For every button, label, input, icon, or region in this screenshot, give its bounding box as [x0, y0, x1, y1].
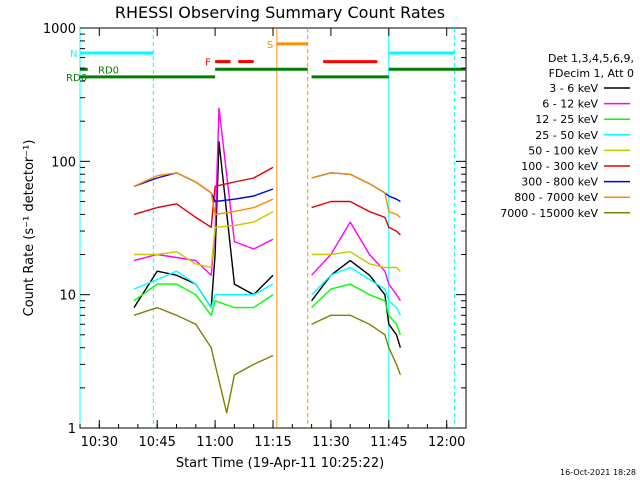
footer-date: 16-Oct-2021 18:28	[560, 468, 636, 477]
state-bar-label-f: F	[205, 58, 211, 69]
series-line-50-100-kev-1	[311, 250, 401, 272]
state-bar-label-rd6: RD6	[66, 73, 87, 84]
plot-frame	[79, 27, 467, 429]
y-tick-label-1: 1	[68, 422, 76, 437]
series-line-25-50-kev-1	[311, 266, 402, 316]
x-tick-label-10-45: 10:45	[138, 435, 175, 450]
legend-label-300-800-kev: 300 - 800 keV	[521, 176, 598, 189]
series-line-800-7000-kev-0	[133, 172, 274, 216]
series-line-3-6-kev-1	[311, 259, 402, 348]
x-tick-label-11-30: 11:30	[312, 435, 349, 450]
x-tick-label-10-30: 10:30	[81, 435, 118, 450]
legend-header-line-1: FDecim 1, Att 0	[549, 67, 634, 80]
legend-label-100-300-kev: 100 - 300 keV	[521, 160, 598, 173]
series-line-6-12-kev-0	[133, 107, 274, 276]
legend-label-12-25-kev: 12 - 25 keV	[535, 113, 598, 126]
x-tick-label-11-45: 11:45	[370, 435, 407, 450]
legend-header-line-0: Det 1,3,4,5,6,9,	[548, 52, 634, 65]
series-line-50-100-kev-0	[134, 210, 274, 269]
series-line-6-12-kev-1	[311, 221, 401, 302]
y-axis: 1 10 100 1000	[43, 22, 466, 437]
legend-label-3-6-kev: 3 - 6 keV	[549, 82, 598, 95]
legend-label-800-7000-kev: 800 - 7000 keV	[514, 191, 598, 204]
x-tick-label-11-00: 11:00	[196, 435, 233, 450]
series-line-800-7000-kev-1	[311, 172, 401, 218]
series-line-100-300-kev-0	[133, 166, 274, 229]
x-tick-label-11-15: 11:15	[254, 435, 291, 450]
chart-title: RHESSI Observing Summary Count Rates	[115, 3, 445, 22]
series-line-7000-15000-kev-0	[133, 306, 274, 414]
x-axis-label: Start Time (19-Apr-11 10:25:22)	[176, 456, 384, 471]
series-line-100-300-kev-1	[311, 200, 401, 236]
series-line-3-6-kev-0	[133, 141, 274, 309]
state-bar-label-rd0: RD0	[98, 65, 119, 76]
y-tick-label-1000: 1000	[43, 22, 76, 37]
x-tick-label-12-00: 12:00	[428, 435, 465, 450]
legend-label-25-50-kev: 25 - 50 keV	[535, 129, 598, 142]
legend-label-50-100-kev: 50 - 100 keV	[528, 144, 598, 157]
legend-label-6-12-kev: 6 - 12 keV	[542, 98, 598, 111]
legend: Det 1,3,4,5,6,9, FDecim 1, Att 0 3 - 6 keV…	[500, 52, 634, 220]
state-bars: N F S RD0 RD6	[66, 40, 466, 84]
state-bar-label-s: S	[267, 40, 273, 51]
y-axis-label: Count Rate (s⁻¹ detector⁻¹)	[22, 140, 37, 317]
series-line-7000-15000-kev-1	[311, 314, 402, 376]
state-bar-label-n: N	[70, 49, 77, 60]
series-line-12-25-kev-1	[311, 283, 402, 336]
y-tick-label-10: 10	[59, 289, 76, 304]
series-line-12-25-kev-0	[133, 283, 274, 316]
series-line-25-50-kev-0	[133, 270, 274, 309]
y-tick-label-100: 100	[51, 155, 76, 170]
legend-label-7000-15000-kev: 7000 - 15000 keV	[500, 207, 598, 220]
series-lines	[133, 107, 402, 414]
x-axis: 10:30 10:45 11:00 11:15 11:30 11:45 12:00	[79, 28, 467, 450]
